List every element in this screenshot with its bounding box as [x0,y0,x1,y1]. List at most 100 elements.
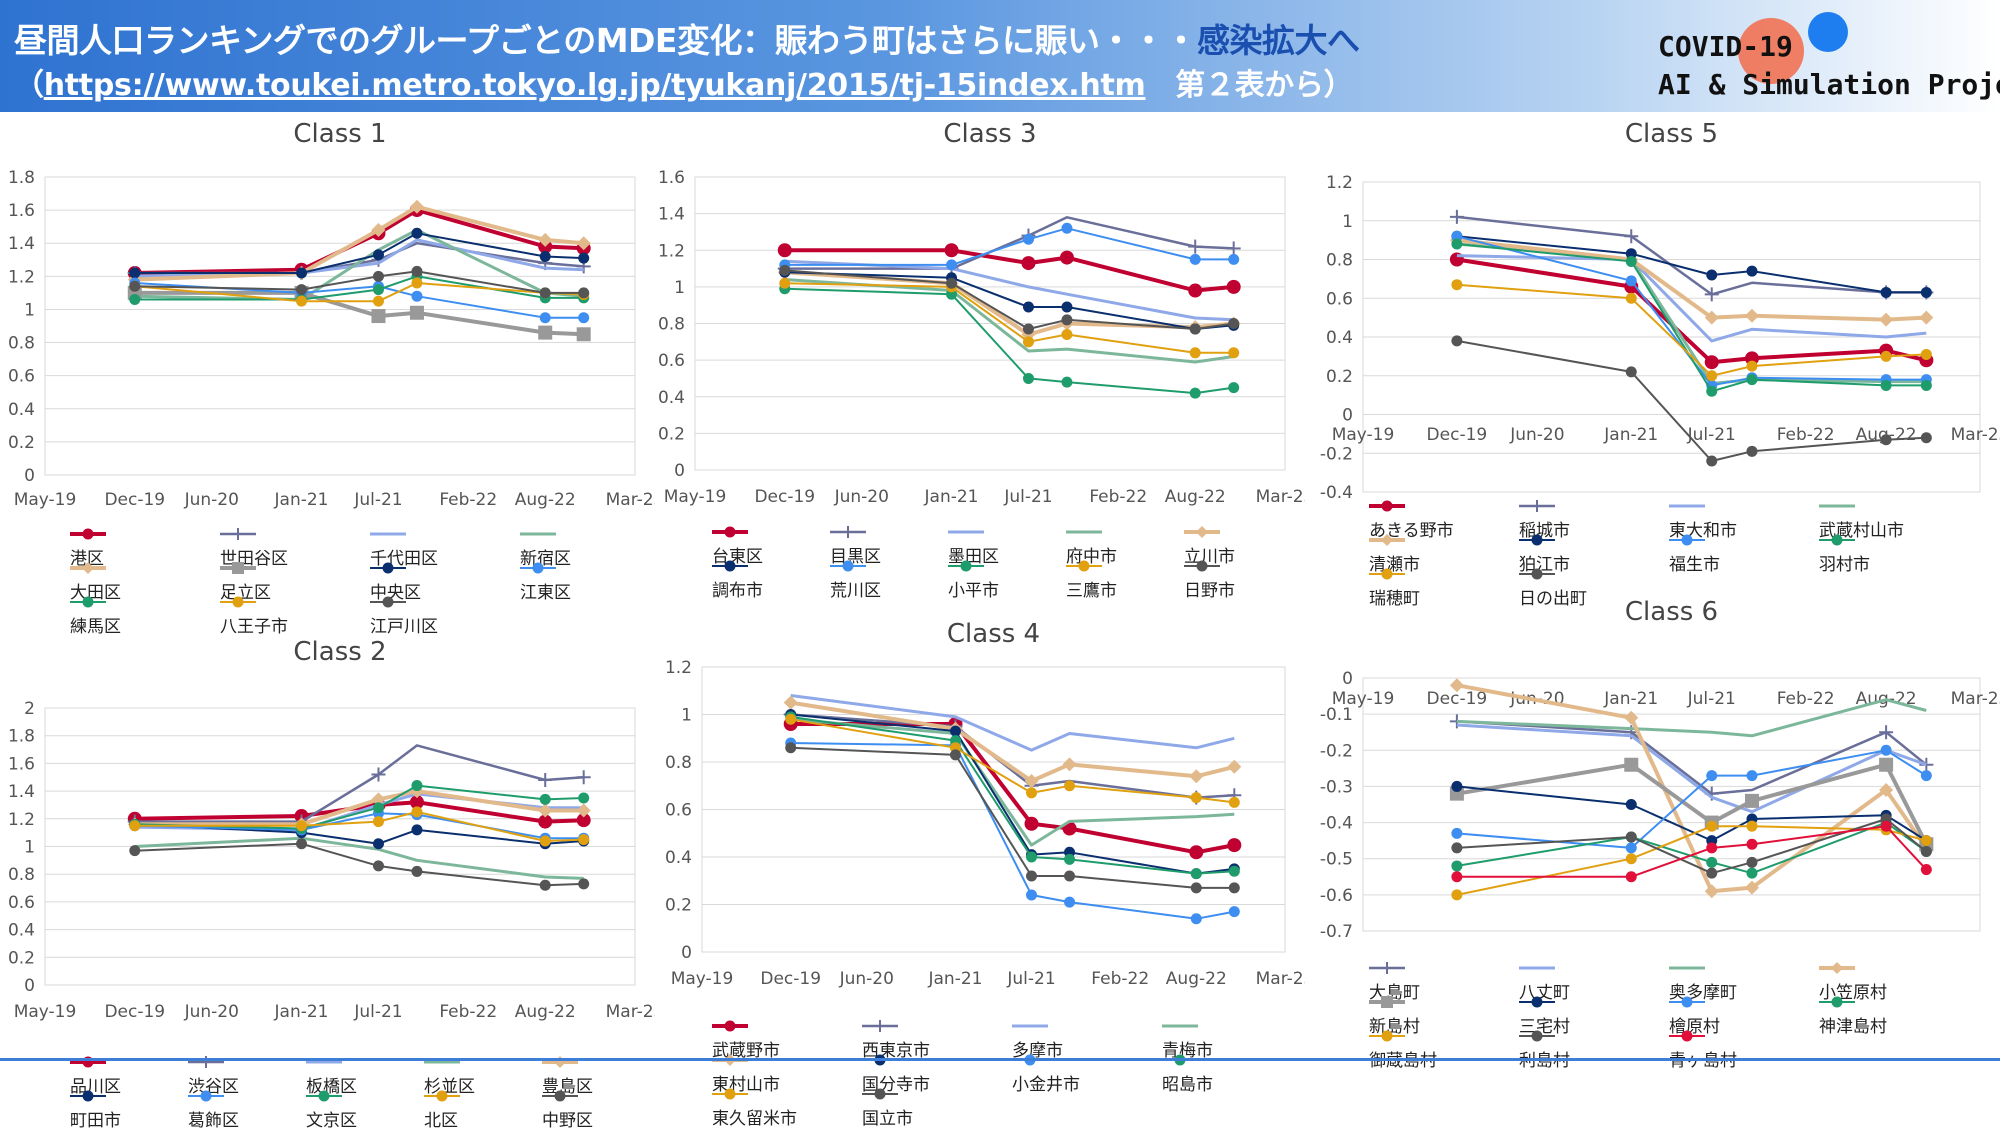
y-tick-label: 0.4 [665,848,692,868]
y-tick-label: 1.4 [658,205,685,225]
data-point [1625,871,1637,883]
data-point [296,284,308,296]
series-line-4 [1456,242,1927,385]
data-point [538,803,553,818]
data-point [1919,757,1934,772]
series-path [1456,339,1927,462]
data-point [1880,379,1892,391]
legend-label: 江戸川区 [370,617,438,637]
project-line-1: COVID-19 [1658,30,1793,63]
y-tick-label: -0.2 [1320,444,1353,464]
data-point [372,802,384,814]
data-point [576,327,591,342]
data-point [1024,774,1039,788]
series-path [1456,683,1928,894]
legend-swatch [862,1020,898,1032]
legend-item: 小金井市 [1010,1050,1080,1095]
data-point [539,835,551,847]
legend-swatch [1369,500,1405,512]
x-tick-label: Jun-20 [1509,425,1564,445]
legend-item: 葛飾区 [186,1086,239,1131]
series-line-7 [1451,744,1932,854]
data-point [1746,265,1758,277]
legend-swatch [1519,500,1555,512]
data-point [1920,286,1932,298]
series-path [134,810,584,842]
data-point [1624,229,1639,244]
data-point [296,267,308,279]
chart-title: Class 3 [943,119,1036,149]
chart-svg: Class 2 0 0.2 0.4 0.6 0.8 1 1.2 1.4 1.6 1.8 2 May-19… [8,637,655,1022]
series-path [790,700,1235,783]
series-path [790,742,1235,920]
x-tick-label: Aug-22 [515,1002,576,1022]
data-point [539,250,551,262]
y-tick-label: 1.4 [8,234,35,254]
legend-label: 大田区 [70,583,121,603]
series-path [134,836,584,880]
legend-item: 国立市 [860,1084,913,1129]
legend-item: 台東区 [710,522,763,567]
data-point [409,305,424,320]
series-line-10 [1451,335,1932,467]
x-tick-label: Jun-20 [839,969,894,989]
legend-item: 町田市 [68,1086,121,1131]
y-tick-label: 0.8 [8,865,35,885]
data-point [1228,253,1240,265]
y-tick-label: 0.6 [8,367,35,387]
legend-swatch [370,596,406,608]
legend-label: 八王子市 [220,617,288,637]
legend-item: 神津島村 [1817,992,1887,1037]
legend-label: 昭島市 [1162,1075,1213,1095]
data-point [1746,445,1758,457]
series-path [1456,242,1927,385]
series-line-9 [1451,279,1932,382]
y-tick-label: 1.6 [658,168,685,188]
legend-swatch [1669,504,1705,508]
x-tick-label: Jan-21 [1603,425,1658,445]
legend-swatch [1369,996,1405,1008]
data-point [785,742,797,754]
series-path [1456,825,1928,878]
data-point [1920,432,1932,444]
legend-item: 調布市 [710,556,763,601]
legend-item: 杉並区 [422,1052,475,1097]
series-line-11 [129,265,590,299]
legend-label: 町田市 [70,1111,121,1131]
data-point [1624,757,1639,772]
data-point [1064,870,1076,882]
data-point [1226,241,1241,256]
data-point [949,725,961,737]
series-line-5 [127,784,591,832]
data-point [129,267,141,279]
legend-item: 日野市 [1182,556,1235,601]
legend-swatch [1066,530,1102,534]
data-point [1190,792,1202,804]
x-tick-label: Dec-19 [754,487,815,507]
data-point [1451,335,1463,347]
data-point [1625,799,1637,810]
series-line-7 [779,222,1240,271]
series-path [790,746,1235,889]
legend-item: 利島村 [1517,1026,1570,1071]
y-tick-label: -0.4 [1320,483,1353,503]
data-point [1706,867,1718,879]
chart-class-1: Class 1 0 0.2 0.4 0.6 0.8 1 1.2 1.4 1.6 1.8 May-19 D… [0,112,655,637]
source-link[interactable]: https://www.toukei.metro.tokyo.lg.jp/tyu… [43,68,1146,103]
x-tick-label: Dec-19 [1427,689,1488,709]
data-point [1228,906,1240,918]
series-line-4 [784,278,1234,364]
data-point [578,878,590,890]
chart-class-5: Class 5 -0.4 -0.2 0 0.2 0.4 0.6 0.8 1 1.2 May-19 De… [1305,112,2000,609]
y-tick-label: 0.4 [8,400,35,420]
legend-label: 葛飾区 [188,1111,239,1131]
legend-item: 練馬区 [68,592,121,637]
legend-swatch [1184,526,1220,538]
legend-item: 東久留米市 [710,1084,797,1129]
data-point [1189,845,1204,860]
legend-label: 日野市 [1184,581,1235,601]
legend-swatch [1162,1024,1198,1028]
data-point [1746,867,1758,879]
data-point [372,270,384,282]
series-line-9 [1451,820,1932,901]
